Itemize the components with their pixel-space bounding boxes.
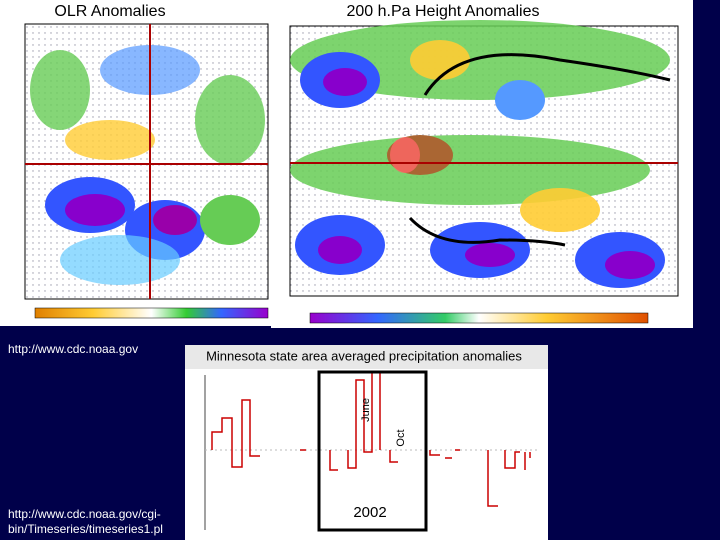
chart-title: Minnesota state area averaged precipitat… <box>206 348 522 363</box>
year-label: 2002 <box>353 504 386 521</box>
map-title: 200 h.Pa Height Anomalies <box>346 3 539 20</box>
timeseries-link: http://www.cdc.noaa.gov/cgi- <box>8 507 161 521</box>
map-title: OLR Anomalies <box>54 3 165 20</box>
precip-panel: Minnesota state area averaged precipitat… <box>185 345 548 540</box>
timeseries-link: bin/Timeseries/timeseries1.pl <box>8 522 163 536</box>
source-link: http://www.cdc.noaa.gov <box>8 342 138 356</box>
month-label: June <box>360 398 372 422</box>
month-label: Oct <box>395 429 407 446</box>
height-map: 200 h.Pa Height Anomalies <box>271 0 693 328</box>
olr-map: OLR Anomalies <box>0 0 271 326</box>
